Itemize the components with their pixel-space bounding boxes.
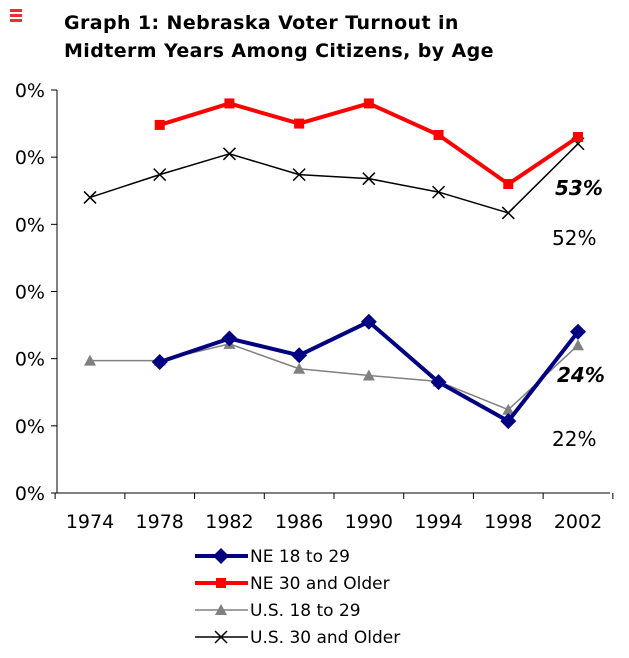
data-point	[503, 179, 514, 190]
legend-marker	[216, 578, 226, 588]
x-tick-label: 1994	[414, 511, 462, 533]
legend-label: U.S. 30 and Older	[250, 628, 400, 648]
annotations: 53% 52% 24% 22%	[552, 176, 605, 451]
data-label: 22%	[552, 427, 596, 451]
data-point	[154, 119, 165, 130]
y-tick-label: 0%	[15, 80, 45, 102]
legend-item-ne-18-to-29: NE 18 to 29	[195, 547, 350, 567]
legend-label: NE 18 to 29	[250, 547, 350, 567]
data-point	[360, 313, 377, 330]
y-tick-label: 0%	[15, 282, 45, 304]
data-label: 24%	[557, 363, 605, 387]
data-point	[153, 168, 167, 182]
data-point	[294, 118, 305, 129]
data-point	[221, 330, 238, 347]
data-label: 53%	[555, 176, 603, 200]
data-point	[293, 362, 306, 374]
chart-title-line-1: Graph 1: Nebraska Voter Turnout in	[64, 12, 459, 34]
y-tick-label: 0%	[15, 214, 45, 236]
data-point	[224, 98, 235, 109]
legend-label: NE 30 and Older	[250, 574, 390, 594]
x-tick-label: 1978	[136, 511, 184, 533]
legend-item-u-s-18-to-29: U.S. 18 to 29	[195, 601, 361, 621]
series-line	[89, 143, 579, 214]
data-point	[363, 98, 374, 109]
y-tick-label: 0%	[15, 349, 45, 371]
data-point	[292, 168, 306, 182]
chart-title-line-2: Midterm Years Among Citizens, by Age	[64, 40, 494, 62]
data-point	[572, 339, 584, 351]
series-ne-18-to-29	[151, 313, 586, 430]
data-point	[362, 172, 376, 186]
data-point	[83, 190, 97, 204]
data-point	[222, 147, 236, 161]
data-label: 52%	[552, 226, 596, 250]
series-u-s-18-to-29	[84, 337, 584, 415]
data-point	[151, 354, 168, 371]
y-tick-label: 0%	[15, 483, 45, 505]
axes	[56, 90, 610, 494]
data-point	[430, 374, 447, 391]
legend-item-ne-30-and-older: NE 30 and Older	[195, 574, 390, 594]
legend-marker	[215, 604, 227, 615]
data-point	[433, 130, 444, 141]
data-point	[501, 206, 515, 220]
x-axis-ticks: 1974 1978 1982 1986 1990 1994 1998 2002	[54, 493, 614, 533]
data-point	[84, 354, 96, 366]
data-point	[573, 132, 583, 143]
x-tick-label: 2002	[554, 511, 602, 533]
data-point	[432, 185, 446, 199]
x-tick-label: 1990	[345, 511, 393, 533]
series-u-s-30-and-older	[83, 137, 585, 220]
legend-label: U.S. 18 to 29	[250, 601, 361, 621]
chart-title: Graph 1: Nebraska Voter Turnout in Midte…	[64, 9, 624, 65]
series-line	[90, 343, 579, 411]
data-point	[570, 323, 586, 340]
legend-item-u-s-30-and-older: U.S. 30 and Older	[195, 628, 400, 648]
series-ne-30-and-older	[154, 98, 583, 190]
y-tick-label: 0%	[15, 147, 45, 169]
legend: NE 18 to 29 NE 30 and Older U.S. 18 to 29 U…	[195, 547, 400, 648]
series-layer	[83, 98, 586, 430]
y-axis-ticks: 0% 0% 0% 0% 0% 0% 0%	[15, 80, 57, 505]
data-point	[500, 413, 517, 430]
y-tick-label: 0%	[15, 416, 45, 438]
x-tick-label: 1998	[484, 511, 532, 533]
data-point	[362, 369, 375, 381]
data-point	[502, 403, 515, 415]
x-tick-label: 1982	[205, 511, 253, 533]
menu-icon[interactable]	[10, 9, 22, 23]
legend-marker	[213, 548, 229, 564]
legend-marker	[214, 630, 228, 644]
x-tick-label: 1974	[66, 511, 114, 533]
series-line	[159, 101, 580, 187]
data-point	[291, 347, 308, 364]
x-tick-label: 1986	[275, 511, 323, 533]
